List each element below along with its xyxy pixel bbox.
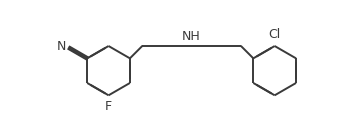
Text: NH: NH	[181, 30, 200, 43]
Text: N: N	[57, 40, 66, 53]
Text: Cl: Cl	[268, 28, 281, 41]
Text: F: F	[105, 100, 112, 113]
